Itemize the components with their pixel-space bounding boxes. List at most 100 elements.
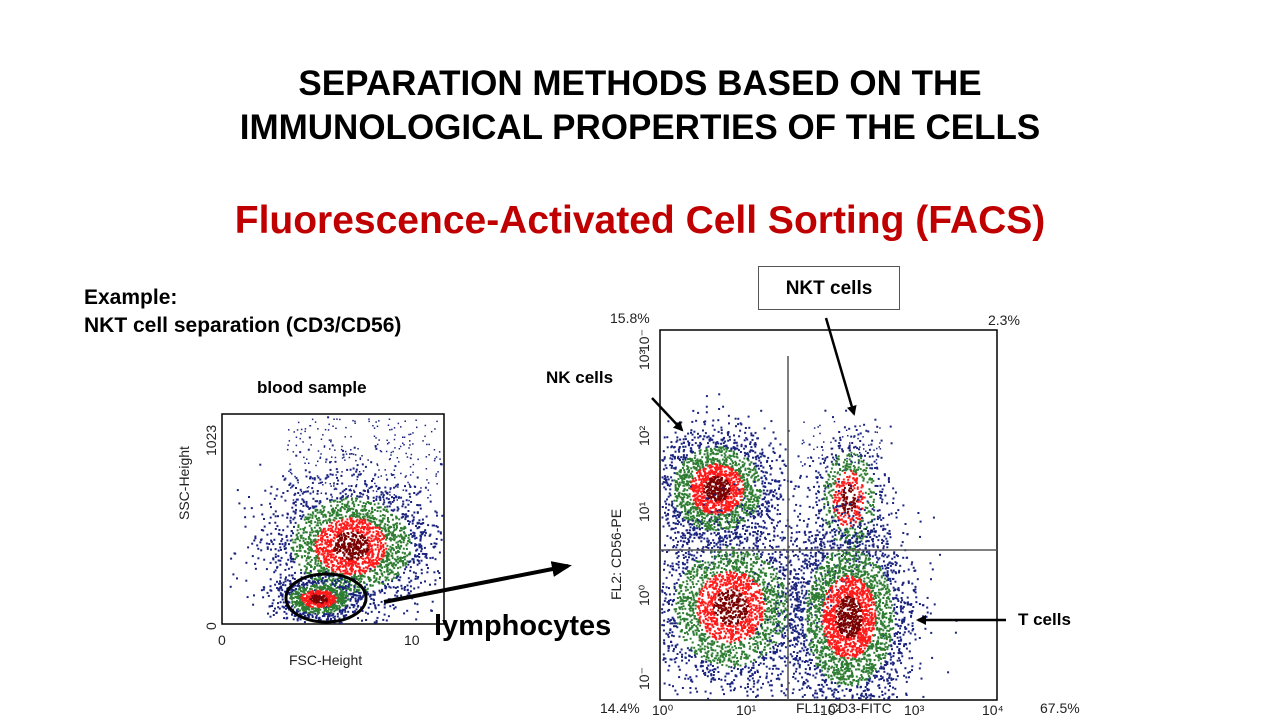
density-dot [713, 459, 716, 462]
density-dot [371, 510, 374, 513]
density-dot [724, 504, 727, 507]
density-dot [667, 420, 670, 423]
density-dot [321, 550, 324, 553]
density-dot [350, 531, 353, 534]
density-dot [254, 562, 257, 565]
density-dot [698, 524, 701, 527]
density-dot [706, 436, 709, 439]
density-dot [359, 513, 362, 516]
density-dot [340, 595, 343, 598]
density-dot [761, 482, 764, 485]
density-dot [429, 533, 432, 536]
density-dot [333, 589, 336, 592]
density-dot [435, 475, 437, 477]
density-dot [678, 485, 680, 488]
density-dot [295, 487, 297, 489]
density-dot [370, 527, 372, 530]
density-dot [717, 474, 719, 476]
density-dot [676, 439, 679, 442]
density-dot [402, 527, 405, 530]
density-dot [327, 527, 330, 530]
density-dot [394, 465, 397, 468]
density-dot [420, 550, 423, 553]
density-dot [299, 598, 302, 601]
density-dot [767, 482, 770, 485]
density-dot [347, 572, 350, 575]
density-dot [762, 471, 765, 474]
density-dot [278, 529, 281, 531]
density-dot [385, 536, 388, 538]
density-dot [314, 508, 317, 511]
density-dot [403, 571, 405, 574]
density-dot [314, 521, 317, 524]
density-dot [666, 475, 669, 478]
density-dot [331, 571, 334, 574]
density-dot [748, 491, 751, 494]
density-dot [402, 536, 405, 539]
density-dot [361, 554, 364, 557]
density-dot [329, 461, 331, 464]
density-dot [343, 616, 346, 619]
density-dot [385, 492, 388, 495]
density-dot [666, 517, 669, 520]
density-dot [382, 496, 385, 499]
density-dot [336, 593, 339, 596]
density-dot [320, 580, 323, 583]
density-dot [321, 567, 323, 570]
density-dot [274, 556, 277, 558]
density-dot [390, 548, 393, 551]
density-dot [386, 524, 389, 527]
density-dot [282, 492, 285, 494]
density-dot [414, 572, 417, 575]
density-dot [345, 568, 348, 571]
density-dot [440, 463, 443, 466]
density-dot [279, 601, 282, 604]
density-dot [402, 436, 404, 438]
density-dot [340, 601, 343, 604]
density-dot [746, 438, 749, 441]
density-dot [348, 593, 351, 596]
density-dot [386, 554, 389, 557]
density-dot [409, 440, 411, 442]
density-dot [295, 604, 298, 607]
density-dot [719, 481, 722, 484]
density-dot [390, 451, 393, 454]
density-dot [397, 543, 400, 546]
density-dot [364, 557, 367, 560]
density-dot [320, 569, 323, 572]
density-dot [293, 578, 296, 580]
density-dot [396, 595, 399, 598]
density-dot [387, 579, 390, 582]
density-dot [327, 543, 330, 546]
density-dot [746, 480, 749, 482]
density-dot [269, 561, 272, 564]
density-dot [329, 512, 331, 515]
density-dot [409, 474, 412, 476]
density-dot [338, 556, 341, 559]
density-dot [744, 454, 747, 457]
density-dot [352, 419, 354, 422]
density-dot [387, 564, 390, 566]
density-dot [733, 519, 736, 521]
density-dot [711, 462, 714, 465]
density-dot [412, 463, 415, 466]
density-dot [342, 498, 345, 501]
density-dot [397, 540, 400, 543]
density-dot [296, 545, 299, 548]
density-dot [396, 590, 399, 592]
density-dot [361, 561, 364, 564]
density-dot [706, 463, 709, 466]
density-dot [694, 442, 697, 445]
density-dot [409, 466, 412, 468]
density-dot [346, 518, 349, 521]
density-dot [725, 475, 728, 478]
density-dot [341, 557, 344, 560]
density-dot [326, 497, 329, 500]
density-dot [285, 612, 288, 615]
density-dot [312, 543, 315, 546]
density-dot [271, 602, 274, 605]
density-dot [302, 441, 304, 443]
density-dot [708, 466, 711, 469]
density-dot [372, 477, 375, 480]
